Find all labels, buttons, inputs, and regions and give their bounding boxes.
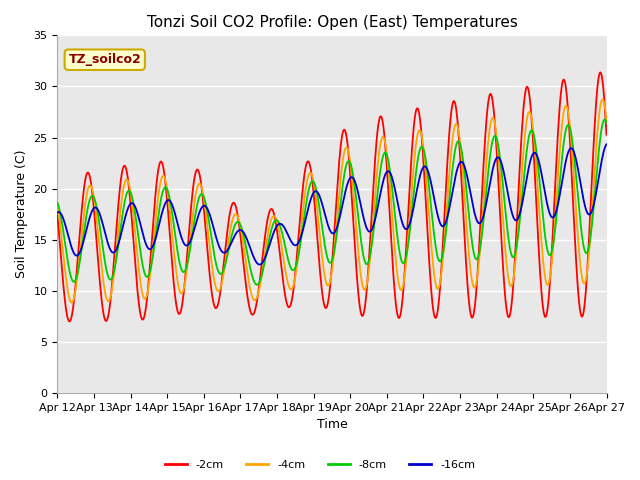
-8cm [415,148,423,154]
-8cm [601,117,609,122]
-16cm [63,229,71,235]
-4cm [68,300,76,305]
-4cm [603,117,611,123]
-4cm [121,180,129,186]
-4cm [399,282,407,288]
-16cm [256,262,264,267]
-8cm [63,256,71,262]
X-axis label: Time: Time [317,419,348,432]
-16cm [205,209,212,215]
-4cm [205,241,213,247]
-4cm [415,127,423,133]
-2cm [63,314,71,320]
Legend: -2cm, -4cm, -8cm, -16cm: -2cm, -4cm, -8cm, -16cm [160,456,480,474]
-4cm [54,201,61,206]
Line: -2cm: -2cm [58,72,607,322]
-2cm [596,70,604,75]
-2cm [399,287,407,293]
-8cm [120,203,128,209]
-16cm [176,228,184,234]
-4cm [63,285,71,290]
-16cm [399,223,407,228]
-8cm [253,282,260,288]
Y-axis label: Soil Temperature (C): Soil Temperature (C) [15,150,28,278]
-8cm [603,120,611,125]
Line: -4cm: -4cm [58,99,607,302]
-2cm [415,112,423,118]
-2cm [205,268,213,274]
Title: Tonzi Soil CO2 Profile: Open (East) Temperatures: Tonzi Soil CO2 Profile: Open (East) Temp… [147,15,517,30]
-4cm [599,96,607,102]
Line: -8cm: -8cm [58,120,607,285]
-2cm [177,310,184,315]
Text: TZ_soilco2: TZ_soilco2 [68,53,141,66]
-16cm [54,210,61,216]
-2cm [66,319,74,324]
-16cm [120,220,128,226]
-4cm [177,290,184,296]
-8cm [205,216,212,222]
-8cm [176,260,184,265]
-2cm [603,132,611,138]
-2cm [121,163,129,168]
Line: -16cm: -16cm [58,144,607,264]
-8cm [54,200,61,206]
-16cm [415,175,423,181]
-8cm [399,261,407,266]
-2cm [54,213,61,218]
-16cm [603,142,611,147]
